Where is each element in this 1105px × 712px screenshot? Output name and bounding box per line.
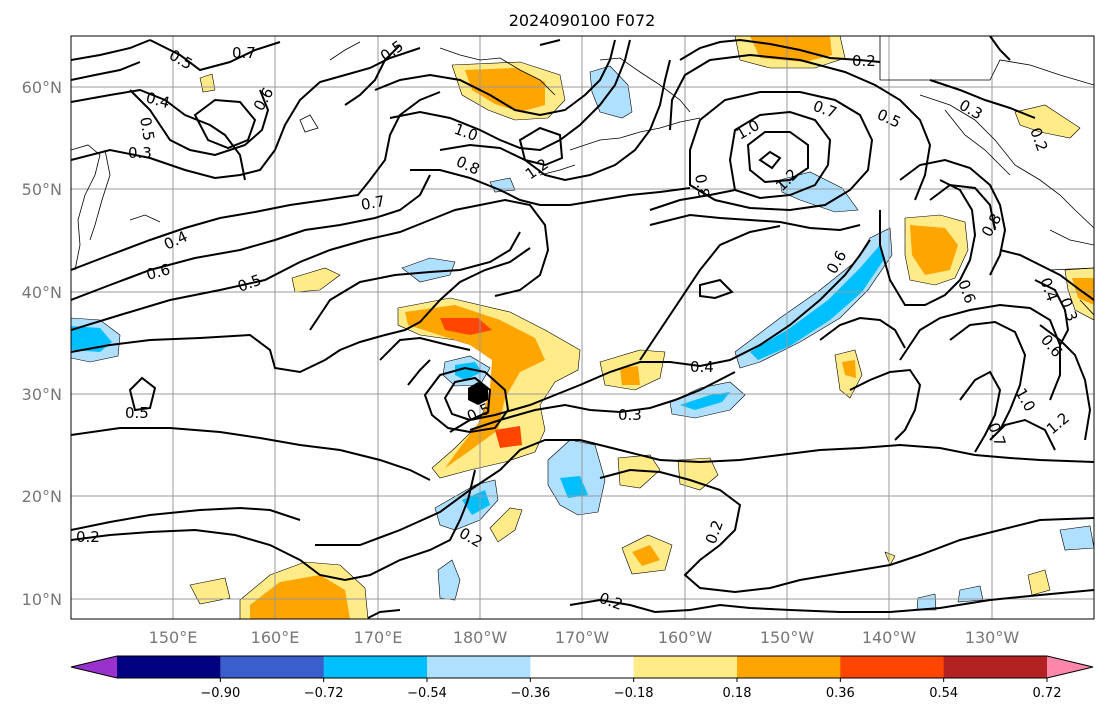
colorbar: −0.90 −0.72 −0.54 −0.36 −0.18 0.18 0.36 0.54 0.7… bbox=[70, 655, 1094, 701]
lat-label: 50°N bbox=[22, 180, 62, 199]
lon-label: 140°W bbox=[862, 628, 917, 647]
colorbar-tick-label: −0.72 bbox=[304, 686, 344, 701]
colorbar-segment bbox=[530, 656, 635, 678]
colorbar-tick-label: −0.18 bbox=[614, 686, 654, 701]
blue-patch-south3 bbox=[437, 559, 461, 601]
contour-label: 0.6 bbox=[144, 260, 172, 284]
blue-patch-alaska bbox=[589, 65, 633, 119]
colorbar-segment bbox=[840, 656, 945, 678]
colorbar-segment bbox=[323, 656, 428, 678]
lon-label: 170°W bbox=[555, 628, 610, 647]
coastlines bbox=[71, 36, 1094, 316]
blue-patch-north bbox=[401, 257, 456, 283]
colorbar-segment bbox=[117, 656, 221, 678]
lon-label: 160°W bbox=[658, 628, 713, 647]
contour-label: 0.3 bbox=[128, 144, 152, 162]
contour-lines bbox=[71, 36, 1094, 619]
contour-label: 0.3 bbox=[956, 96, 986, 124]
contour-label: 1.0 bbox=[452, 120, 481, 145]
colorbar-extend-high bbox=[1047, 656, 1093, 678]
contour-label: 0.4 bbox=[1036, 275, 1061, 304]
longitude-labels: 150°E 160°E 170°E 180°W 170°W 160°W 150°… bbox=[149, 628, 1020, 647]
lon-label: 180°W bbox=[453, 628, 508, 647]
lat-label: 40°N bbox=[22, 283, 62, 302]
colorbar-tick-label: −0.36 bbox=[510, 686, 550, 701]
colorbar-segment bbox=[943, 656, 1048, 678]
lat-label: 20°N bbox=[22, 487, 62, 506]
blue-patch-small bbox=[957, 585, 984, 603]
colorbar-tick-label: −0.90 bbox=[200, 686, 240, 701]
lon-label: 150°W bbox=[760, 628, 815, 647]
contour-label: 1.0 bbox=[733, 116, 763, 144]
lon-label: 130°W bbox=[965, 628, 1020, 647]
lon-label: 170°E bbox=[354, 628, 403, 647]
graticule bbox=[71, 36, 1094, 619]
map-frame bbox=[70, 35, 1095, 620]
lon-label: 150°E bbox=[149, 628, 198, 647]
contour-label: 0.7 bbox=[232, 44, 256, 62]
contour-label: 0.6 bbox=[250, 84, 278, 114]
colorbar-ticks: −0.90 −0.72 −0.54 −0.36 −0.18 0.18 0.36 0.54 0.7… bbox=[200, 678, 1062, 701]
blue-patch-right bbox=[1059, 525, 1094, 551]
map-title: 2024090100 F072 bbox=[509, 11, 656, 30]
colorbar-extend-low bbox=[71, 656, 117, 678]
contour-label: 0.5 bbox=[136, 116, 158, 143]
contour-label: 0.5 bbox=[125, 404, 149, 422]
contour-label: 0.2 bbox=[76, 528, 100, 546]
colorbar-tick-label: 0.36 bbox=[826, 686, 855, 701]
contour-labels: 0.5 0.7 0.4 0.5 0.6 0.5 0.3 0.5 0.2 1.0 … bbox=[76, 37, 1081, 614]
contour-label: 0.7 bbox=[360, 192, 387, 214]
contour-label: 0.4 bbox=[690, 358, 714, 376]
contour-label: 0.8 bbox=[691, 173, 713, 200]
contour-label: 0.6 bbox=[1037, 331, 1066, 361]
lat-label: 10°N bbox=[22, 590, 62, 609]
contour-label: 1.2 bbox=[522, 155, 552, 183]
colorbar-segments bbox=[71, 656, 1093, 678]
colorbar-tick-label: 0.18 bbox=[723, 686, 752, 701]
contour-label: 0.5 bbox=[874, 105, 903, 131]
lat-label: 60°N bbox=[22, 78, 62, 97]
contour-label: 0.4 bbox=[144, 88, 172, 112]
colorbar-tick-label: −0.54 bbox=[407, 686, 447, 701]
colorbar-outline bbox=[70, 655, 1094, 679]
contour-label: 0.2 bbox=[852, 52, 876, 70]
contour-label: 0.5 bbox=[377, 37, 407, 65]
contour-label: 0.6 bbox=[954, 277, 979, 306]
orange-patch-gulf2 bbox=[1014, 104, 1081, 139]
colorbar-segment bbox=[427, 656, 531, 678]
colorbar-segment bbox=[633, 656, 738, 678]
colorbar-segment bbox=[737, 656, 841, 678]
colorbar-segment bbox=[220, 656, 325, 678]
colorbar-tick-label: 0.54 bbox=[929, 686, 958, 701]
low-center-marker bbox=[468, 382, 488, 405]
contour-label: 1.0 bbox=[1012, 385, 1040, 415]
latitude-labels: 60°N 50°N 40°N 30°N 20°N 10°N bbox=[22, 78, 62, 609]
contour-label: 0.2 bbox=[597, 589, 626, 614]
lon-label: 160°E bbox=[251, 628, 300, 647]
blue-patch-diagonal bbox=[734, 227, 893, 369]
map-area: 0.5 0.7 0.4 0.5 0.6 0.5 0.3 0.5 0.2 1.0 … bbox=[71, 36, 1094, 619]
contour-label: 0.3 bbox=[618, 406, 642, 424]
lat-label: 30°N bbox=[22, 385, 62, 404]
contour-label: 0.4 bbox=[161, 227, 190, 253]
colorbar-tick-label: 0.72 bbox=[1033, 686, 1062, 701]
shaded-anomalies bbox=[71, 36, 1094, 619]
